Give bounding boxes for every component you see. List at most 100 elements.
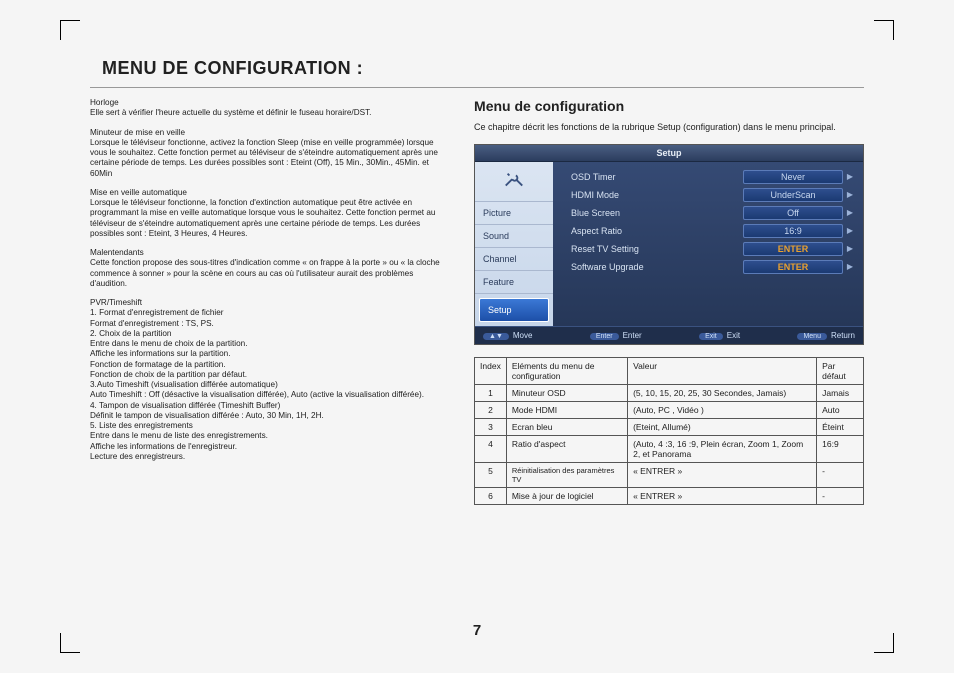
text-horloge: Elle sert à vérifier l'heure actuelle du…	[90, 108, 371, 117]
ui-tab-feature[interactable]: Feature	[475, 271, 553, 294]
right-column: Menu de configuration Ce chapitre décrit…	[474, 98, 864, 505]
cell: 4	[475, 435, 507, 462]
crop-mark	[874, 20, 894, 40]
page-number: 7	[473, 622, 481, 639]
table-row: 3Ecran bleu(Eteint, Allumé)Éteint	[475, 418, 864, 435]
cell: Mise à jour de logiciel	[506, 487, 627, 504]
ui-content: OSD TimerNever▶ HDMI ModeUnderScan▶ Blue…	[553, 162, 863, 326]
pvr-2b: Entre dans le menu de choix de la partit…	[90, 339, 446, 349]
ui-row: Blue ScreenOff▶	[561, 204, 855, 222]
chevron-right-icon: ▶	[843, 172, 855, 181]
menu-btn-icon: Menu	[797, 333, 827, 340]
crop-mark	[60, 633, 80, 653]
ui-row: Aspect Ratio16:9▶	[561, 222, 855, 240]
left-column: Horloge Elle sert à vérifier l'heure act…	[90, 98, 446, 505]
ui-row-value[interactable]: Off	[743, 206, 843, 220]
nav-icon: ▲▼	[483, 333, 509, 340]
table-row: 5Réinitialisation des paramètres TV« ENT…	[475, 462, 864, 487]
pvr-2d: Fonction de formatage de la partition.	[90, 360, 446, 370]
heading-auto: Mise en veille automatique	[90, 188, 446, 198]
cell: Réinitialisation des paramètres TV	[506, 462, 627, 487]
cell: (Auto, 4 :3, 16 :9, Plein écran, Zoom 1,…	[628, 435, 817, 462]
chevron-right-icon: ▶	[843, 262, 855, 271]
cell: 5	[475, 462, 507, 487]
table-row: 4Ratio d'aspect(Auto, 4 :3, 16 :9, Plein…	[475, 435, 864, 462]
page-title: MENU DE CONFIGURATION :	[102, 58, 864, 79]
ui-row-value[interactable]: ENTER	[743, 260, 843, 274]
cell: -	[817, 462, 864, 487]
ui-row: Reset TV SettingENTER▶	[561, 240, 855, 258]
th-index: Index	[475, 357, 507, 384]
cell: « ENTRER »	[628, 462, 817, 487]
pvr-3b: Auto Timeshift : Off (désactive la visua…	[90, 390, 446, 400]
cell: Minuteur OSD	[506, 384, 627, 401]
ui-row-label: OSD Timer	[561, 172, 743, 182]
section-title: Menu de configuration	[474, 98, 864, 114]
config-table: Index Eléments du menu de configuration …	[474, 357, 864, 505]
ui-tab-sound[interactable]: Sound	[475, 225, 553, 248]
tools-icon	[475, 162, 553, 202]
pvr-1b: Format d'enregistrement : TS, PS.	[90, 319, 446, 329]
ui-tab-channel[interactable]: Channel	[475, 248, 553, 271]
ui-row-label: Aspect Ratio	[561, 226, 743, 236]
ui-tab-setup[interactable]: Setup	[479, 298, 549, 322]
cell: (Auto, PC , Vidéo )	[628, 401, 817, 418]
ui-row-value[interactable]: Never	[743, 170, 843, 184]
pvr-4b: Définit le tampon de visualisation diffé…	[90, 411, 446, 421]
cell: Auto	[817, 401, 864, 418]
ui-row-value[interactable]: ENTER	[743, 242, 843, 256]
ui-row: HDMI ModeUnderScan▶	[561, 186, 855, 204]
cell: (Eteint, Allumé)	[628, 418, 817, 435]
ui-row-label: HDMI Mode	[561, 190, 743, 200]
ui-row-value[interactable]: 16:9	[743, 224, 843, 238]
ui-tab-picture[interactable]: Picture	[475, 202, 553, 225]
footer-enter: Enter	[623, 331, 642, 340]
pvr-3: 3.Auto Timeshift (visualisation différée…	[90, 380, 446, 390]
cell: Ratio d'aspect	[506, 435, 627, 462]
heading-mal: Malentendants	[90, 248, 446, 258]
ui-row-label: Reset TV Setting	[561, 244, 743, 254]
cell: Ecran bleu	[506, 418, 627, 435]
pvr-2c: Affiche les informations sur la partitio…	[90, 349, 446, 359]
intro-text: Ce chapitre décrit les fonctions de la r…	[474, 122, 864, 134]
exit-btn-icon: Exit	[699, 333, 723, 340]
pvr-2: 2. Choix de la partition	[90, 329, 446, 339]
ui-row-value[interactable]: UnderScan	[743, 188, 843, 202]
setup-ui-screenshot: Setup Picture Sound Channel Feature Setu…	[474, 144, 864, 345]
footer-exit: Exit	[727, 331, 740, 340]
table-row: 6Mise à jour de logiciel« ENTRER »-	[475, 487, 864, 504]
heading-sleep: Minuteur de mise en veille	[90, 128, 446, 138]
ui-row-label: Blue Screen	[561, 208, 743, 218]
heading-pvr: PVR/Timeshift	[90, 298, 446, 308]
ui-row-label: Software Upgrade	[561, 262, 743, 272]
cell: (5, 10, 15, 20, 25, 30 Secondes, Jamais)	[628, 384, 817, 401]
cell: « ENTRER »	[628, 487, 817, 504]
cell: 2	[475, 401, 507, 418]
footer-move: Move	[513, 331, 533, 340]
th-valeur: Valeur	[628, 357, 817, 384]
divider	[90, 87, 864, 88]
pvr-5d: Lecture des enregistreurs.	[90, 452, 446, 462]
ui-footer: ▲▼Move EnterEnter ExitExit MenuReturn	[475, 326, 863, 344]
ui-row: Software UpgradeENTER▶	[561, 258, 855, 276]
cell: 1	[475, 384, 507, 401]
ui-sidebar: Picture Sound Channel Feature Setup	[475, 162, 553, 326]
cell: Mode HDMI	[506, 401, 627, 418]
text-mal: Cette fonction propose des sous-titres d…	[90, 258, 440, 288]
cell: 6	[475, 487, 507, 504]
pvr-2e: Fonction de choix de la partition par dé…	[90, 370, 446, 380]
chevron-right-icon: ▶	[843, 226, 855, 235]
text-auto: Lorsque le téléviseur fonctionne, la fon…	[90, 198, 435, 238]
text-sleep: Lorsque le téléviseur fonctionne, active…	[90, 138, 438, 178]
crop-mark	[60, 20, 80, 40]
cell: Jamais	[817, 384, 864, 401]
pvr-1: 1. Format d'enregistrement de fichier	[90, 308, 446, 318]
table-row: 1Minuteur OSD(5, 10, 15, 20, 25, 30 Seco…	[475, 384, 864, 401]
pvr-4: 4. Tampon de visualisation différée (Tim…	[90, 401, 446, 411]
table-header-row: Index Eléments du menu de configuration …	[475, 357, 864, 384]
chevron-right-icon: ▶	[843, 208, 855, 217]
pvr-5: 5. Liste des enregistrements	[90, 421, 446, 431]
pvr-5c: Affiche les informations de l'enregistre…	[90, 442, 446, 452]
crop-mark	[874, 633, 894, 653]
chevron-right-icon: ▶	[843, 244, 855, 253]
